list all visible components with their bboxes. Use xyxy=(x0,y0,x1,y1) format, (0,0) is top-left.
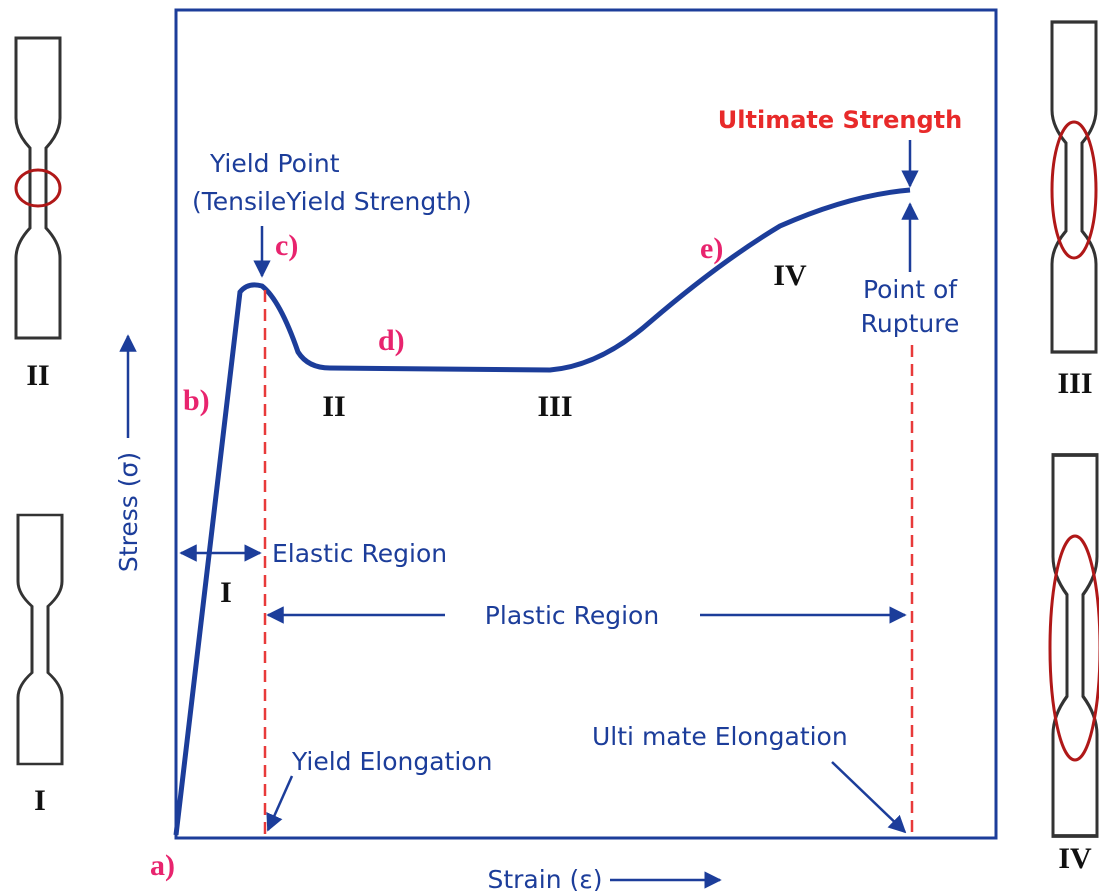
yield-elongation: Yield Elongation xyxy=(291,747,492,776)
region-label: I xyxy=(220,576,232,609)
plastic-region: Plastic Region xyxy=(485,601,659,630)
point-label: c) xyxy=(275,229,298,262)
point-label: d) xyxy=(378,324,405,357)
region-label: II xyxy=(322,390,345,423)
specimen-label: IV xyxy=(1058,842,1092,875)
elastic-region: Elastic Region xyxy=(272,539,447,568)
x-axis-label: Strain (ε) xyxy=(487,865,602,891)
yield-point: Yield Point xyxy=(209,149,340,178)
point-label: b) xyxy=(183,384,210,417)
specimens xyxy=(14,20,1099,838)
point-of-rupture: Point of xyxy=(863,275,958,304)
point-of-rupture: Rupture xyxy=(861,309,960,338)
point-label: a) xyxy=(150,849,175,882)
region-label: III xyxy=(537,390,572,423)
ultimate-strength: Ultimate Strength xyxy=(718,106,962,134)
stress-strain-curve xyxy=(173,187,911,836)
arrows xyxy=(119,140,919,889)
y-axis-label: Stress (σ) xyxy=(114,452,143,572)
plot-frame xyxy=(174,8,998,840)
ultimate-elongation: Ulti mate Elongation xyxy=(592,722,848,751)
point-label: e) xyxy=(700,232,723,265)
specimen-label: II xyxy=(26,359,49,392)
specimen-label: III xyxy=(1057,367,1092,400)
specimen-label: I xyxy=(34,784,46,817)
yield-point-sub: (TensileYield Strength) xyxy=(192,187,472,216)
region-label: IV xyxy=(773,259,807,292)
